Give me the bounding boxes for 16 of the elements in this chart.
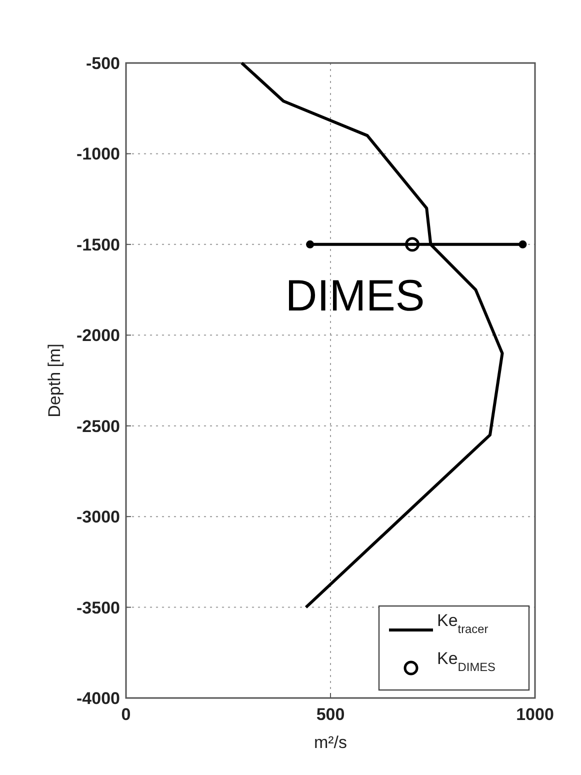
legend-label: Ke$_{DIMES}$ [437,649,496,674]
annotation: DIMES [285,272,425,321]
y-tick-label: -500 [86,54,120,73]
legend-label: Ke$_{tracer}$ [437,611,488,636]
x-axis-title: m²/s [314,733,348,752]
y-tick-label: -3500 [76,598,120,618]
x-tick-label: 0 [121,705,131,724]
x-tick-label: 500 [316,705,345,724]
y-tick-label: -1000 [76,144,120,164]
y-axis-title: Depth [m] [45,344,64,418]
x-tick-label: 1000 [516,705,554,724]
y-tick-label: -4000 [76,689,120,708]
y-tick-label: -1500 [76,235,120,254]
y-tick-label: -2500 [76,416,120,436]
y-tick-label: -3000 [76,508,120,527]
y-tick-label: -2000 [76,326,120,346]
